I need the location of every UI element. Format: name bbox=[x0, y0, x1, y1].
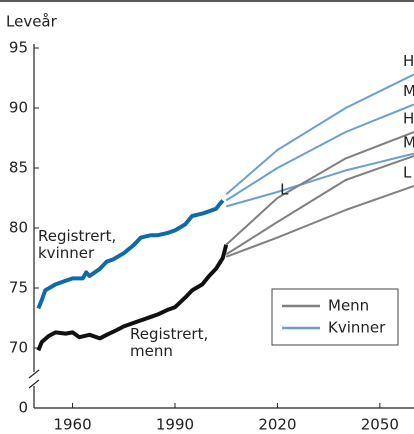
y-axis-label: Leveår bbox=[6, 13, 58, 31]
series-line bbox=[225, 131, 414, 246]
series-label: H bbox=[403, 52, 414, 70]
legend-label: Kvinner bbox=[328, 319, 386, 337]
y-tick-label: 80 bbox=[9, 219, 28, 237]
y-tick-label: 95 bbox=[9, 39, 28, 57]
x-tick-label: 2020 bbox=[258, 416, 296, 434]
series-line bbox=[225, 73, 414, 196]
series-line bbox=[225, 155, 414, 256]
series-line bbox=[225, 185, 414, 258]
y-tick-label: 75 bbox=[9, 279, 28, 297]
series-label: H bbox=[403, 110, 414, 128]
y-tick-label: 90 bbox=[9, 99, 28, 117]
series-label: M bbox=[403, 134, 414, 152]
x-tick-label: 2050 bbox=[361, 416, 399, 434]
series-label: L bbox=[280, 181, 289, 199]
series-label: L bbox=[403, 164, 412, 182]
series-label: M bbox=[403, 82, 414, 100]
x-tick-label: 1960 bbox=[53, 416, 91, 434]
series-line bbox=[36, 244, 229, 352]
y-tick-label: 0 bbox=[18, 399, 28, 417]
series-line bbox=[36, 199, 225, 310]
y-tick-label: 85 bbox=[9, 159, 28, 177]
y-tick-label: 70 bbox=[9, 339, 28, 357]
axis-break bbox=[28, 379, 40, 389]
series-line bbox=[225, 152, 414, 208]
x-tick-label: 1990 bbox=[156, 416, 194, 434]
axis-break bbox=[28, 369, 40, 379]
legend-box bbox=[271, 288, 399, 346]
series-annotation: Registrert, kvinner bbox=[38, 227, 117, 262]
series-annotation: Registrert, menn bbox=[130, 325, 209, 360]
series-line bbox=[225, 103, 414, 202]
legend-label: Menn bbox=[328, 297, 369, 315]
